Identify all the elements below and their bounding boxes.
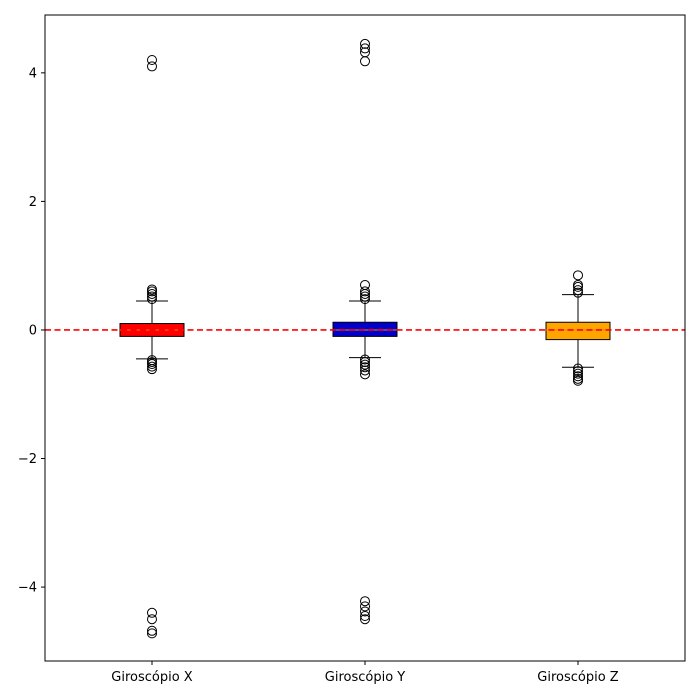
- outlier-point: [360, 354, 370, 365]
- outlier-point: [147, 628, 157, 639]
- box-group: [119, 54, 185, 639]
- outlier-point: [147, 54, 157, 65]
- outlier-point: [360, 596, 370, 607]
- outlier-point: [360, 279, 370, 290]
- outlier-point: [573, 366, 583, 377]
- outlier-point: [360, 611, 370, 622]
- outlier-point: [573, 363, 583, 374]
- outlier-point: [147, 361, 157, 372]
- outlier-point: [147, 364, 157, 375]
- x-tick-label: Giroscópio Z: [537, 670, 619, 685]
- outlier-point: [360, 601, 370, 612]
- x-tick-label: Giroscópio Y: [325, 670, 406, 685]
- outlier-point: [147, 614, 157, 625]
- outlier-point: [360, 286, 370, 297]
- box-group: [332, 38, 398, 625]
- outlier-point: [147, 359, 157, 370]
- outlier-point: [147, 291, 157, 302]
- outlier-point: [147, 607, 157, 618]
- outlier-point: [573, 368, 583, 379]
- y-tick-label: 4: [29, 66, 37, 81]
- outlier-point: [573, 287, 583, 298]
- y-axis: −4 −2 0 2 4: [18, 66, 45, 596]
- outlier-point: [147, 288, 157, 299]
- outlier-point: [360, 359, 370, 370]
- boxes-layer: [119, 38, 611, 639]
- box-group: [545, 270, 611, 386]
- outlier-point: [573, 270, 583, 281]
- outlier-point: [360, 614, 370, 625]
- outlier-point: [360, 294, 370, 305]
- x-tick-label: Giroscópio X: [111, 670, 193, 685]
- outlier-point: [147, 625, 157, 636]
- outlier-point: [147, 284, 157, 295]
- outlier-point: [360, 43, 370, 54]
- y-tick-label: −4: [18, 581, 37, 596]
- y-tick-label: 2: [29, 195, 37, 210]
- outlier-point: [360, 606, 370, 617]
- outlier-point: [573, 375, 583, 386]
- outlier-point: [360, 56, 370, 67]
- outlier-point: [360, 365, 370, 376]
- outlier-point: [360, 291, 370, 302]
- outlier-point: [147, 61, 157, 72]
- outlier-point: [573, 371, 583, 382]
- outlier-point: [573, 279, 583, 290]
- outlier-point: [360, 357, 370, 368]
- outlier-point: [360, 38, 370, 49]
- y-tick-label: −2: [18, 452, 37, 467]
- outlier-point: [147, 294, 157, 305]
- outlier-point: [360, 369, 370, 380]
- box: [545, 321, 611, 341]
- outlier-point: [573, 285, 583, 296]
- y-tick-label: 0: [29, 323, 37, 338]
- x-axis: Giroscópio X Giroscópio Y Giroscópio Z: [111, 661, 619, 685]
- outlier-point: [360, 362, 370, 373]
